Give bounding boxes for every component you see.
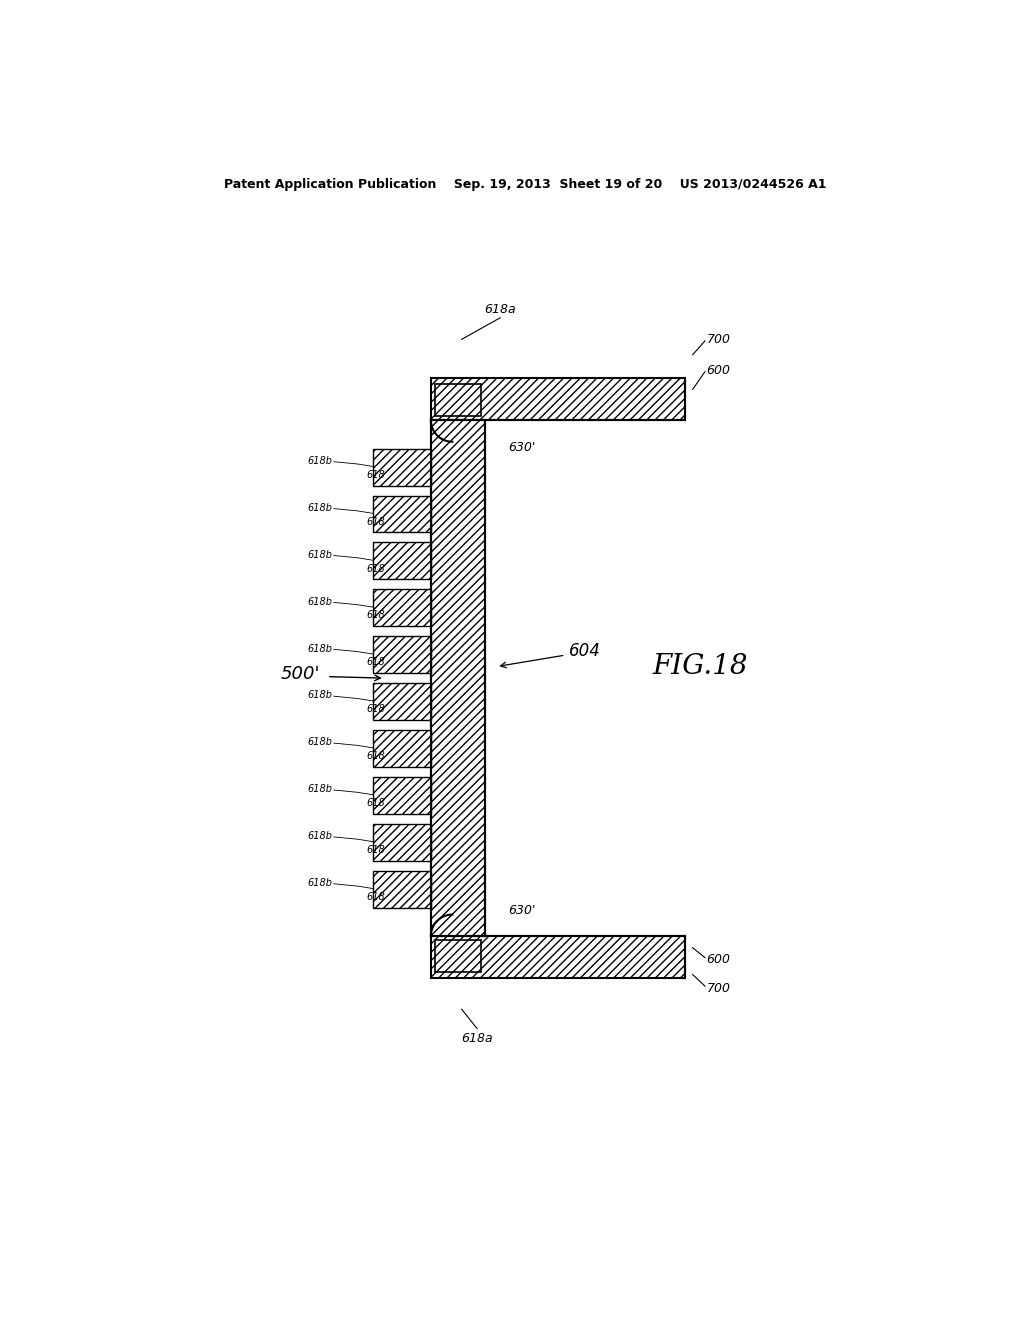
Text: 500': 500'	[281, 665, 319, 684]
Bar	[435, 940, 481, 973]
Bar	[431, 486, 484, 495]
Bar	[431, 420, 484, 936]
Bar	[484, 420, 685, 936]
Text: 618: 618	[366, 845, 385, 855]
Text: 618: 618	[366, 892, 385, 902]
Text: 618b: 618b	[307, 784, 333, 795]
Text: 630': 630'	[508, 441, 536, 454]
Text: 618a: 618a	[461, 1032, 493, 1045]
Text: 618b: 618b	[307, 549, 333, 560]
Text: 618b: 618b	[307, 455, 333, 466]
Bar	[431, 861, 484, 871]
Text: 700: 700	[707, 982, 730, 995]
Text: 618b: 618b	[307, 644, 333, 653]
Bar	[373, 777, 431, 814]
Bar	[373, 589, 431, 626]
Text: 618: 618	[366, 751, 385, 762]
Text: 630': 630'	[508, 904, 536, 917]
Bar	[431, 626, 484, 636]
Text: 600: 600	[707, 953, 730, 966]
Text: 618: 618	[366, 516, 385, 527]
Text: 618b: 618b	[307, 503, 333, 513]
Text: 600: 600	[707, 363, 730, 376]
Text: 604: 604	[569, 643, 601, 660]
Text: 618b: 618b	[307, 597, 333, 607]
Bar	[431, 532, 484, 543]
Bar	[431, 814, 484, 824]
Bar	[373, 684, 431, 721]
Text: 618: 618	[366, 657, 385, 668]
Bar	[373, 543, 431, 579]
Text: 618b: 618b	[307, 878, 333, 888]
Text: FIG.18: FIG.18	[652, 653, 749, 680]
Bar	[373, 730, 431, 767]
Bar	[431, 767, 484, 777]
Text: 618b: 618b	[307, 690, 333, 701]
Bar	[373, 871, 431, 908]
Bar	[435, 384, 481, 416]
Text: Patent Application Publication    Sep. 19, 2013  Sheet 19 of 20    US 2013/02445: Patent Application Publication Sep. 19, …	[223, 178, 826, 190]
Text: 618b: 618b	[307, 832, 333, 841]
Bar	[431, 936, 685, 978]
Text: 618: 618	[366, 705, 385, 714]
Bar	[431, 579, 484, 589]
Text: 618: 618	[366, 564, 385, 574]
Text: 618b: 618b	[307, 738, 333, 747]
Bar	[373, 449, 431, 486]
Text: 618: 618	[366, 799, 385, 808]
Bar	[373, 824, 431, 861]
Bar	[431, 438, 484, 449]
Bar	[431, 378, 685, 420]
Text: 618: 618	[366, 610, 385, 620]
Text: 618: 618	[366, 470, 385, 479]
Bar	[373, 495, 431, 532]
Text: 618a: 618a	[484, 304, 516, 317]
Text: 700: 700	[707, 333, 730, 346]
Bar	[431, 673, 484, 684]
Bar	[431, 721, 484, 730]
Bar	[431, 420, 484, 936]
Bar	[373, 636, 431, 673]
